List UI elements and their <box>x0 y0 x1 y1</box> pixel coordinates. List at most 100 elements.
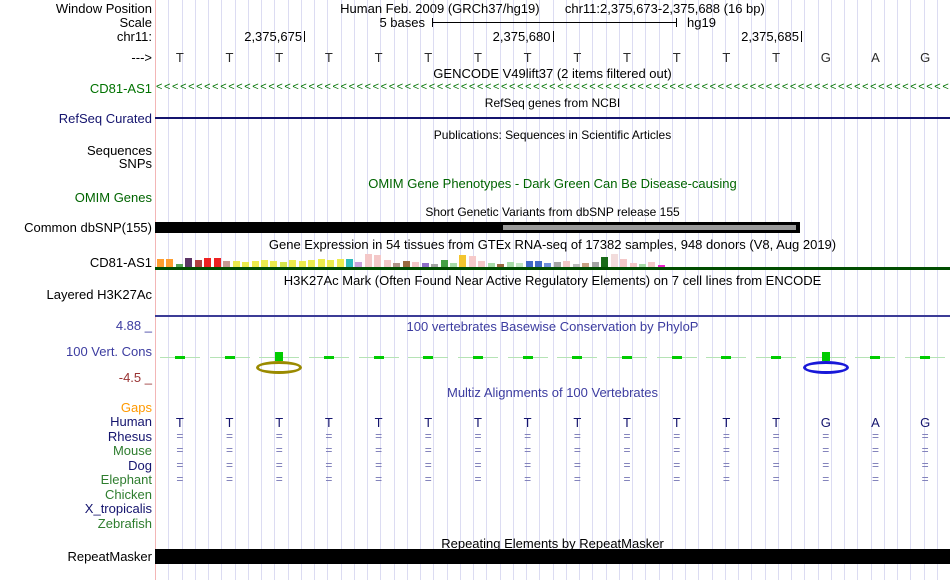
gencode-gene-label[interactable]: CD81-AS1 <box>89 81 152 96</box>
gtex-tissue-bar[interactable] <box>535 261 542 267</box>
phylop-score-square[interactable] <box>275 352 284 361</box>
species-label-x_tropicalis[interactable]: X_tropicalis <box>84 501 152 516</box>
ruler-tick-label: 2,375,675 <box>244 29 303 44</box>
gtex-tissue-bar[interactable] <box>648 262 656 267</box>
common-dbsnp-label[interactable]: Common dbSNP(155) <box>24 220 152 235</box>
gtex-tissue-bar[interactable] <box>591 262 599 267</box>
gtex-tissue-bar[interactable] <box>572 264 580 267</box>
phylop-score-tick[interactable] <box>522 356 533 359</box>
gtex-tissue-bar[interactable] <box>185 258 193 267</box>
gtex-tissue-bar[interactable] <box>383 260 391 267</box>
repeatmasker-label[interactable]: RepeatMasker <box>67 549 152 564</box>
phylop-score-tick[interactable] <box>572 356 583 359</box>
phylop-score-tick[interactable] <box>671 356 682 359</box>
phylop-score-tick[interactable] <box>870 356 881 359</box>
species-label-rhesus[interactable]: Rhesus <box>107 429 152 444</box>
species-label-elephant[interactable]: Elephant <box>100 472 152 487</box>
multiz-align-mark: = <box>275 472 283 486</box>
gencode-gene-strand-arrows[interactable]: <<<<<<<<<<<<<<<<<<<<<<<<<<<<<<<<<<<<<<<<… <box>156 81 949 93</box>
gtex-tissue-bar[interactable] <box>440 260 448 267</box>
gtex-tissue-bar[interactable] <box>629 263 637 267</box>
gtex-tissue-bar[interactable] <box>204 258 212 267</box>
gtex-tissue-bar[interactable] <box>553 262 561 267</box>
h3k27ac-label[interactable]: Layered H3K27Ac <box>46 287 152 302</box>
gtex-tissue-bar[interactable] <box>610 254 618 267</box>
gtex-tissue-bar[interactable] <box>468 256 476 267</box>
gtex-tissue-bar[interactable] <box>601 257 609 267</box>
phylop-score-tick[interactable] <box>622 356 633 359</box>
refseq-curated-gene-line[interactable] <box>155 117 950 119</box>
publications-sequences-label[interactable]: Sequences <box>86 143 152 158</box>
phylop-score-tick[interactable] <box>323 356 334 359</box>
refseq-curated-label[interactable]: RefSeq Curated <box>58 111 152 126</box>
gtex-tissue-bar[interactable] <box>194 260 202 267</box>
gtex-tissue-bar[interactable] <box>279 262 287 267</box>
gtex-tissue-bar[interactable] <box>421 263 429 267</box>
gtex-tissue-bar[interactable] <box>525 261 533 267</box>
gtex-tissue-bar[interactable] <box>449 263 457 267</box>
phylop-score-tick[interactable] <box>224 356 235 359</box>
gtex-tissue-bar[interactable] <box>393 263 401 267</box>
phylop-highlight-ellipse[interactable] <box>802 361 849 374</box>
gtex-tissue-bar[interactable] <box>346 259 353 267</box>
publications-snps-label[interactable]: SNPs <box>118 156 152 171</box>
species-label-gaps[interactable]: Gaps <box>120 400 152 415</box>
gtex-tissue-bar[interactable] <box>327 260 335 267</box>
phylop-score-tick[interactable] <box>721 356 732 359</box>
gtex-tissue-bar[interactable] <box>166 259 174 267</box>
gtex-tissue-bar[interactable] <box>213 258 221 267</box>
gtex-tissue-bar[interactable] <box>242 262 250 267</box>
gtex-tissue-bar[interactable] <box>544 263 552 267</box>
species-label-human[interactable]: Human <box>110 414 152 429</box>
phylop-highlight-ellipse[interactable] <box>256 361 303 374</box>
gtex-tissue-bar[interactable] <box>506 262 514 267</box>
gtex-tissue-bar[interactable] <box>487 263 495 267</box>
gtex-tissue-bar[interactable] <box>459 255 467 267</box>
phylop-score-tick[interactable] <box>771 356 782 359</box>
phylop-score-tick[interactable] <box>472 356 483 359</box>
phylop-score-tick[interactable] <box>373 356 384 359</box>
phylop-score-tick[interactable] <box>174 356 185 359</box>
gtex-tissue-bar[interactable] <box>516 263 524 267</box>
gtex-tissue-bar[interactable] <box>336 259 344 267</box>
gtex-tissue-bar[interactable] <box>620 259 628 267</box>
dbsnp-variant-bar[interactable] <box>155 222 800 233</box>
gtex-tissue-bar[interactable] <box>402 261 410 267</box>
species-label-dog[interactable]: Dog <box>128 458 152 473</box>
gtex-tissue-bar[interactable] <box>497 264 505 267</box>
gtex-tissue-bar[interactable] <box>638 264 646 267</box>
multiz-align-mark: = <box>772 458 780 472</box>
gtex-tissue-bar[interactable] <box>374 255 382 267</box>
phylop-score-tick[interactable] <box>423 356 434 359</box>
gtex-tissue-bar[interactable] <box>260 260 268 267</box>
gtex-gene-label[interactable]: CD81-AS1 <box>89 255 152 270</box>
gtex-tissue-bar[interactable] <box>582 263 590 267</box>
gtex-tissue-bar[interactable] <box>289 260 297 267</box>
gtex-tissue-bar[interactable] <box>563 261 571 267</box>
gtex-tissue-bar[interactable] <box>355 262 363 267</box>
species-label-chicken[interactable]: Chicken <box>105 487 152 502</box>
phylop-track-label[interactable]: 100 Vert. Cons <box>66 344 152 359</box>
gtex-tissue-bar[interactable] <box>175 264 183 267</box>
omim-genes-label[interactable]: OMIM Genes <box>74 190 152 205</box>
gtex-tissue-bar[interactable] <box>364 254 372 267</box>
repeatmasker-element-bar[interactable] <box>155 549 950 564</box>
gtex-tissue-bar[interactable] <box>317 259 325 267</box>
gtex-gene-model-line[interactable] <box>155 267 950 270</box>
phylop-score-tick[interactable] <box>920 356 931 359</box>
gtex-tissue-bar[interactable] <box>157 259 164 267</box>
gtex-tissue-bar[interactable] <box>478 261 486 267</box>
phylop-score-square[interactable] <box>821 352 830 361</box>
gtex-tissue-bar[interactable] <box>223 261 231 267</box>
gtex-tissue-bar[interactable] <box>412 262 420 267</box>
gtex-tissue-bar[interactable] <box>232 261 240 267</box>
gtex-tissue-bar[interactable] <box>251 261 259 267</box>
gtex-tissue-bar[interactable] <box>270 261 278 267</box>
species-label-zebrafish[interactable]: Zebrafish <box>97 516 152 531</box>
gtex-tissue-bar[interactable] <box>657 265 665 267</box>
species-label-mouse[interactable]: Mouse <box>112 443 152 458</box>
gtex-tissue-bar[interactable] <box>298 261 306 267</box>
gtex-tissue-bar[interactable] <box>308 260 316 267</box>
gtex-tissue-bar[interactable] <box>431 264 439 267</box>
multiz-align-mark: = <box>424 429 432 443</box>
